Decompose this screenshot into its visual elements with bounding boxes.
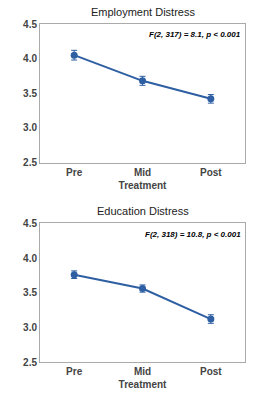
svg-text:Employment Distress: Employment Distress	[91, 6, 195, 18]
svg-text:MidTreatment: MidTreatment	[119, 366, 167, 390]
svg-text:4.5: 4.5	[23, 19, 37, 30]
svg-text:4.0: 4.0	[23, 53, 37, 64]
svg-text:4.5: 4.5	[23, 218, 37, 229]
svg-text:3.5: 3.5	[23, 287, 37, 298]
svg-text:Post: Post	[200, 366, 222, 377]
svg-text:Pre: Pre	[66, 366, 83, 377]
svg-text:MidTreatment: MidTreatment	[119, 167, 167, 191]
svg-text:Post: Post	[200, 167, 222, 178]
svg-text:2.5: 2.5	[23, 357, 37, 368]
svg-text:3.0: 3.0	[23, 322, 37, 333]
svg-text:Education Distress: Education Distress	[97, 205, 189, 217]
svg-text:3.5: 3.5	[23, 88, 37, 99]
svg-text:Pre: Pre	[66, 167, 83, 178]
svg-text:F(2, 318) = 10.8, p < 0.001: F(2, 318) = 10.8, p < 0.001	[145, 230, 241, 239]
svg-text:F(2, 317) = 8.1, p < 0.001: F(2, 317) = 8.1, p < 0.001	[149, 30, 241, 39]
svg-text:2.5: 2.5	[23, 157, 37, 168]
svg-text:3.0: 3.0	[23, 122, 37, 133]
svg-text:4.0: 4.0	[23, 253, 37, 264]
